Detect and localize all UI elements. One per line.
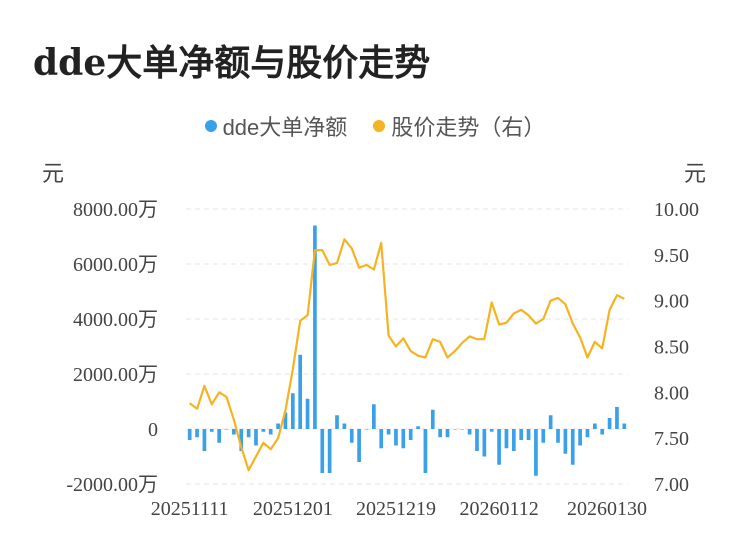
price-line-group [189,238,625,472]
dde-bar-36 [453,429,457,430]
dde-bar-43 [504,429,509,449]
dde-bar-28 [394,429,398,446]
right-tick-label-5: 9.50 [654,245,689,267]
dde-bar-49 [548,415,553,429]
right-axis-unit: 元 [684,161,707,186]
x-tick-label-2: 20251219 [356,498,436,520]
dde-bar-52 [570,429,575,465]
dde-bar-1 [195,429,199,438]
dde-bar-40 [482,429,487,457]
dde-bar-30 [408,429,413,440]
right-tick-label-6: 10.00 [654,199,699,221]
legend-label-dde: dde大单净额 [222,115,348,140]
right-tick-label-2: 8.00 [654,382,689,404]
dde-bar-2 [202,429,207,451]
dde-bar-13 [283,412,288,429]
dde-bar-18 [320,429,325,473]
left-axis-ticks: -2000.00万 0 2000.00万 4000.00万 6000.00万 8000.0… [66,199,158,496]
dde-bar-31 [416,426,420,429]
dde-bar-38 [467,429,472,435]
dde-bar-50 [556,429,560,443]
dde-bar-27 [386,429,391,435]
left-axis-unit: 元 [42,161,65,186]
left-tick-label-4: 6000.00万 [73,254,158,276]
x-tick-label-1: 20251201 [253,498,333,520]
right-tick-label-3: 8.50 [654,337,689,359]
dde-bar-41 [489,429,494,432]
dde-bar-53 [578,429,582,446]
dde-bar-32 [423,429,428,473]
dde-bar-11 [268,429,273,435]
dde-bar-7 [239,429,244,451]
dde-bar-54 [585,429,590,438]
dde-bar-33 [430,409,435,429]
dde-bar-6 [232,429,236,435]
dde-bar-5 [224,429,229,430]
dde-bar-10 [261,429,266,432]
dde-bar-35 [445,429,450,438]
right-tick-label-0: 7.00 [654,474,689,496]
x-tick-label-3: 20260112 [459,498,538,520]
x-tick-label-4: 20260130 [567,498,647,520]
dde-bar-26 [379,429,384,449]
dde-bar-34 [438,429,442,438]
dde-bar-29 [401,429,406,449]
dde-bar-42 [497,429,501,465]
legend-swatch-dde [204,120,217,132]
left-tick-label-0: -2000.00万 [66,474,158,496]
dde-bar-47 [534,429,538,476]
dde-bar-9 [254,429,258,446]
dde-bar-55 [593,423,597,429]
dde-bar-4 [217,429,221,443]
left-tick-label-3: 4000.00万 [73,309,158,331]
dde-bar-3 [209,429,214,432]
dde-bar-8 [246,429,251,438]
dde-bars [187,225,627,476]
dde-bar-17 [313,225,317,429]
dde-bar-44 [511,429,516,451]
legend: dde大单净额 股价走势（右） [0,110,750,142]
x-tick-label-0: 20251111 [151,498,229,520]
dde-bar-37 [460,429,465,430]
dde-bar-24 [364,429,369,430]
dde-bar-16 [305,398,310,429]
dde-bar-59 [622,423,627,429]
dde-bar-56 [600,429,605,435]
dde-bar-57 [607,418,612,429]
dde-bar-25 [372,404,376,429]
right-tick-label-1: 7.50 [654,428,689,450]
left-tick-label-1: 0 [148,419,158,441]
dde-bar-21 [342,423,347,429]
x-axis-ticks: 20251111 20251201 20251219 20260112 20260130 [151,498,647,520]
right-axis-ticks: 7.00 7.50 8.00 8.50 9.00 9.50 10.00 [654,199,699,496]
dde-bar-51 [563,429,568,454]
dde-bar-12 [276,423,280,429]
dde-bar-20 [335,415,339,429]
dde-bar-39 [475,429,479,451]
dde-bar-19 [327,429,332,473]
dde-bar-0 [187,429,192,440]
chart-title: dde大单净额与股价走势 [33,42,431,84]
legend-swatch-price [373,120,386,132]
dde-bar-14 [290,393,295,429]
dde-bar-23 [357,429,361,462]
dde-bar-22 [349,429,354,443]
dde-bar-15 [298,354,303,429]
grid-lines [186,208,628,485]
legend-item-dde[interactable]: dde大单净额 [204,110,348,142]
left-tick-label-2: 2000.00万 [73,364,158,386]
dde-bar-58 [615,407,619,429]
dde-bar-46 [526,429,531,440]
price-line [189,238,625,472]
legend-item-price[interactable]: 股价走势（右） [373,110,545,142]
right-tick-label-4: 9.00 [654,291,689,313]
legend-label-price: 股价走势（右） [391,115,546,140]
dde-bar-48 [541,429,546,443]
dde-bar-45 [519,429,524,440]
left-tick-label-5: 8000.00万 [73,199,158,221]
